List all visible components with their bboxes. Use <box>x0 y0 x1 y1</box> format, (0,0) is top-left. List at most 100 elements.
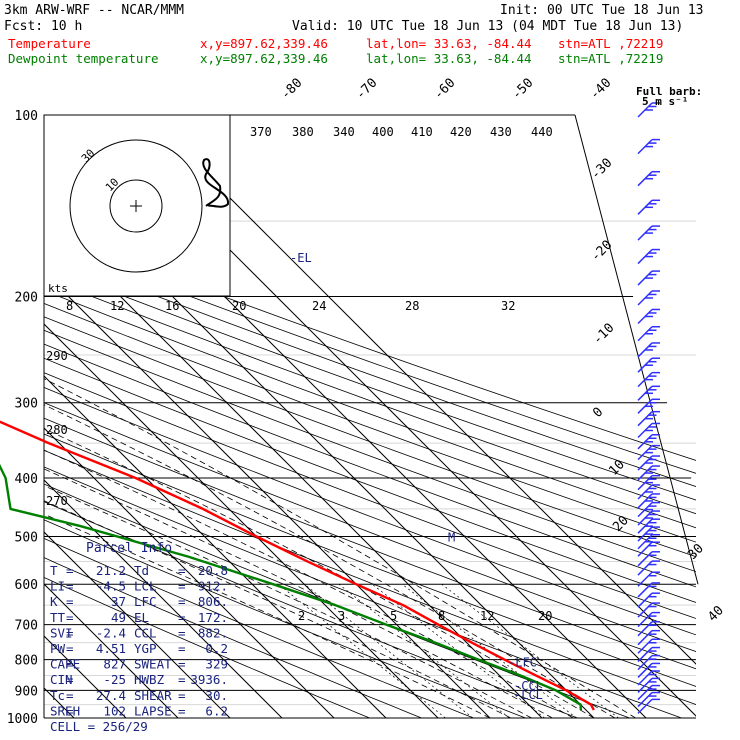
wind-barb <box>637 571 660 587</box>
parcel-value: 172. <box>198 610 228 625</box>
moist-adiabat-line <box>44 500 511 718</box>
wind-barb <box>637 582 660 598</box>
init-time: Init: 00 UTC Tue 18 Jun 13 <box>500 3 704 18</box>
wind-barb <box>637 621 660 637</box>
wind-barb <box>637 602 660 618</box>
theta-label: 290 <box>46 349 68 363</box>
dry-adiabat-line <box>44 329 696 573</box>
wind-barb <box>637 398 660 414</box>
pressure-tick-label: 400 <box>15 472 38 487</box>
isotherm-line <box>146 115 696 665</box>
mixing-ratio-label: 8 <box>66 299 73 313</box>
parcel-key: LCL <box>134 579 157 594</box>
wind-barb <box>637 434 660 450</box>
parcel-value: 27.4 <box>96 688 126 703</box>
mixing-ratio-label: 12 <box>110 299 124 313</box>
parcel-eq: = <box>66 703 74 718</box>
parcel-key: K <box>50 594 58 609</box>
parcel-key: Tc <box>50 688 65 703</box>
wind-barb <box>637 326 660 342</box>
parcel-value: 21.2 <box>96 563 126 578</box>
wind-barb <box>637 410 660 427</box>
wind-barb <box>637 484 660 500</box>
moist-adiabat-line <box>44 404 616 718</box>
dry-adiabat-line <box>44 357 696 603</box>
parcel-key: TT <box>50 610 66 625</box>
parcel-value: 329 <box>205 657 228 672</box>
wind-barb-staff <box>637 638 653 654</box>
theta-label: 270 <box>46 494 68 508</box>
pressure-tick-label: 800 <box>15 654 38 669</box>
dewpoint-station: stn=ATL ,72219 <box>558 51 663 66</box>
wind-barb-staff <box>637 541 653 557</box>
temperature-station: stn=ATL ,72219 <box>558 36 663 51</box>
dry-adiabat-line <box>44 557 422 718</box>
wind-barb-staff <box>637 602 653 618</box>
parcel-key: SREH <box>50 703 80 718</box>
wind-barb-staff <box>637 692 653 708</box>
wind-barb <box>637 455 660 471</box>
parcel-eq: = <box>178 657 186 672</box>
parcel-key: LFC <box>134 594 157 609</box>
dry-adiabat-line <box>44 387 696 636</box>
parcel-eq: = <box>66 610 74 625</box>
isotherm-line <box>44 531 231 718</box>
wind-barb-staff <box>637 662 653 678</box>
mixing-ratio-line <box>371 583 545 718</box>
isotherm-line <box>44 375 387 718</box>
isotherm-label-right: 30 <box>685 541 707 563</box>
mixing-ratio-label: 16 <box>165 299 179 313</box>
wind-barb-staff <box>637 630 653 646</box>
pressure-tick-label: 500 <box>15 530 38 545</box>
temperature-line <box>0 420 595 711</box>
moist-adiabat-line <box>44 468 553 718</box>
parcel-key: LI <box>50 579 65 594</box>
model-title: 3km ARW-WRF -- NCAR/MMM <box>4 3 184 18</box>
wind-barb <box>637 592 660 608</box>
parcel-eq: = <box>178 594 186 609</box>
level-annotation: -LFC <box>508 656 537 670</box>
wind-barb <box>637 541 660 557</box>
isotherm-label-top: -60 <box>431 76 458 103</box>
theta-e-label: 410 <box>411 125 433 139</box>
dry-adiabat-line <box>44 501 578 718</box>
wind-barb <box>637 357 660 373</box>
hodograph-ring-outer <box>69 139 203 273</box>
wind-barb-staff <box>637 551 653 567</box>
wind-barb <box>637 308 660 325</box>
mixing-ratio-label: 32 <box>501 299 515 313</box>
mixing-ratio-label: 3 <box>338 609 345 623</box>
wind-barb <box>637 698 660 714</box>
isotherm-label-right: -30 <box>588 156 615 183</box>
parcel-info-title: Parcel Info <box>86 541 172 556</box>
parcel-eq: = <box>178 610 186 625</box>
parcel-eq: = <box>66 625 74 640</box>
barb-legend-units: 5 m s⁻¹ <box>642 95 688 108</box>
sounding-series <box>0 420 595 711</box>
parcel-eq: = <box>66 672 74 687</box>
dry-adiabat-line <box>44 449 696 706</box>
wind-barb <box>637 225 660 241</box>
pressure-tick-label: 900 <box>15 684 38 699</box>
dry-adiabat-line <box>44 277 696 515</box>
parcel-eq: = <box>66 594 74 609</box>
isotherm-line <box>44 219 543 718</box>
dry-adiabat-line <box>44 402 696 653</box>
barb-legend-title: Full barb: <box>636 85 702 98</box>
parcel-value: 0.2 <box>205 641 228 656</box>
level-annotation: M <box>448 530 455 544</box>
pressure-tick-label: 700 <box>15 619 38 634</box>
isotherm-label-top: -70 <box>353 76 380 103</box>
isotherm-label-right: 0 <box>590 405 606 421</box>
theta-e-label: 340 <box>333 125 355 139</box>
hodograph-trace <box>202 158 229 208</box>
level-annotation: -CCL <box>514 679 543 693</box>
parcel-value: 49 <box>111 610 126 625</box>
moist-adiabat-line <box>44 378 636 718</box>
isotherm-line <box>44 271 491 718</box>
mixing-ratio-line <box>338 583 510 718</box>
moist-adiabat-line <box>44 513 491 718</box>
pressure-tick-label: 100 <box>15 109 38 124</box>
parcel-key: CAPE <box>50 657 80 672</box>
wind-barb <box>637 611 660 628</box>
